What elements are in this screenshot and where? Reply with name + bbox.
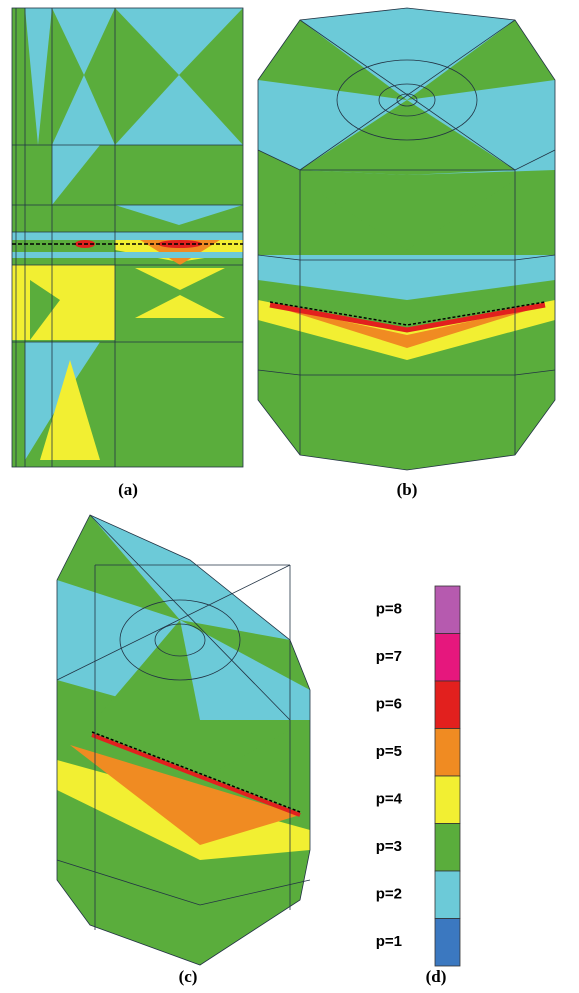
panel-a-mesh [12, 8, 243, 467]
panel-label: (d) [426, 967, 447, 986]
legend-label: p=2 [376, 886, 402, 903]
legend-swatch [435, 776, 460, 824]
legend: p=8 p=7 p=6 p=5 p=4 p=3 p=2 p=1 [376, 586, 460, 966]
legend-label: p=1 [376, 933, 402, 950]
legend-label: p=5 [376, 743, 402, 760]
legend-label: p=6 [376, 696, 402, 713]
legend-label: p=7 [376, 648, 402, 665]
legend-swatch [435, 729, 460, 777]
legend-swatch [435, 681, 460, 729]
legend-swatch [435, 871, 460, 919]
panel-label: (c) [179, 967, 198, 986]
legend-swatch [435, 919, 460, 967]
figure-canvas: (a) (b) (c) (d) p=8 p=7 p=6 p=5 p=4 p=3 p=2 p=1 [0, 0, 579, 993]
legend-label: p=4 [376, 791, 403, 808]
panel-b-mesh [258, 8, 555, 470]
legend-swatch [435, 824, 460, 872]
panel-c-mesh [57, 515, 310, 965]
panel-label: (a) [118, 480, 138, 499]
panel-label: (b) [397, 480, 418, 499]
figure: (a) (b) (c) (d) p=8 p=7 p=6 p=5 p=4 p=3 p=2 p=1 [0, 0, 579, 993]
legend-label: p=3 [376, 838, 402, 855]
legend-swatch [435, 634, 460, 682]
legend-swatch [435, 586, 460, 634]
legend-label: p=8 [376, 601, 402, 618]
